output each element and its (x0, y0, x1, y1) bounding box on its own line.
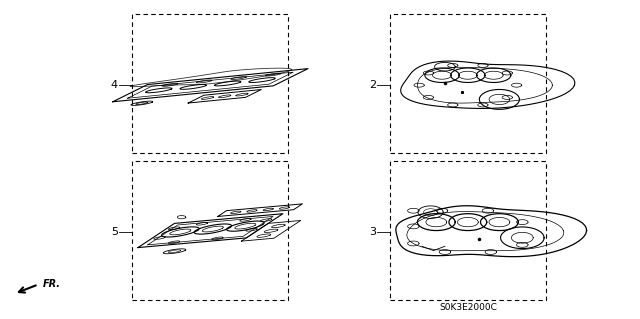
Text: 5: 5 (111, 227, 118, 237)
Bar (132, 161, 288, 300)
Text: S0K3E2000C: S0K3E2000C (439, 303, 497, 312)
Text: 2: 2 (369, 80, 376, 90)
Text: 4: 4 (111, 80, 118, 90)
Bar (132, 14, 288, 153)
Bar (390, 161, 546, 300)
Text: 3: 3 (369, 227, 376, 237)
Bar (390, 14, 546, 153)
Text: FR.: FR. (43, 279, 61, 289)
